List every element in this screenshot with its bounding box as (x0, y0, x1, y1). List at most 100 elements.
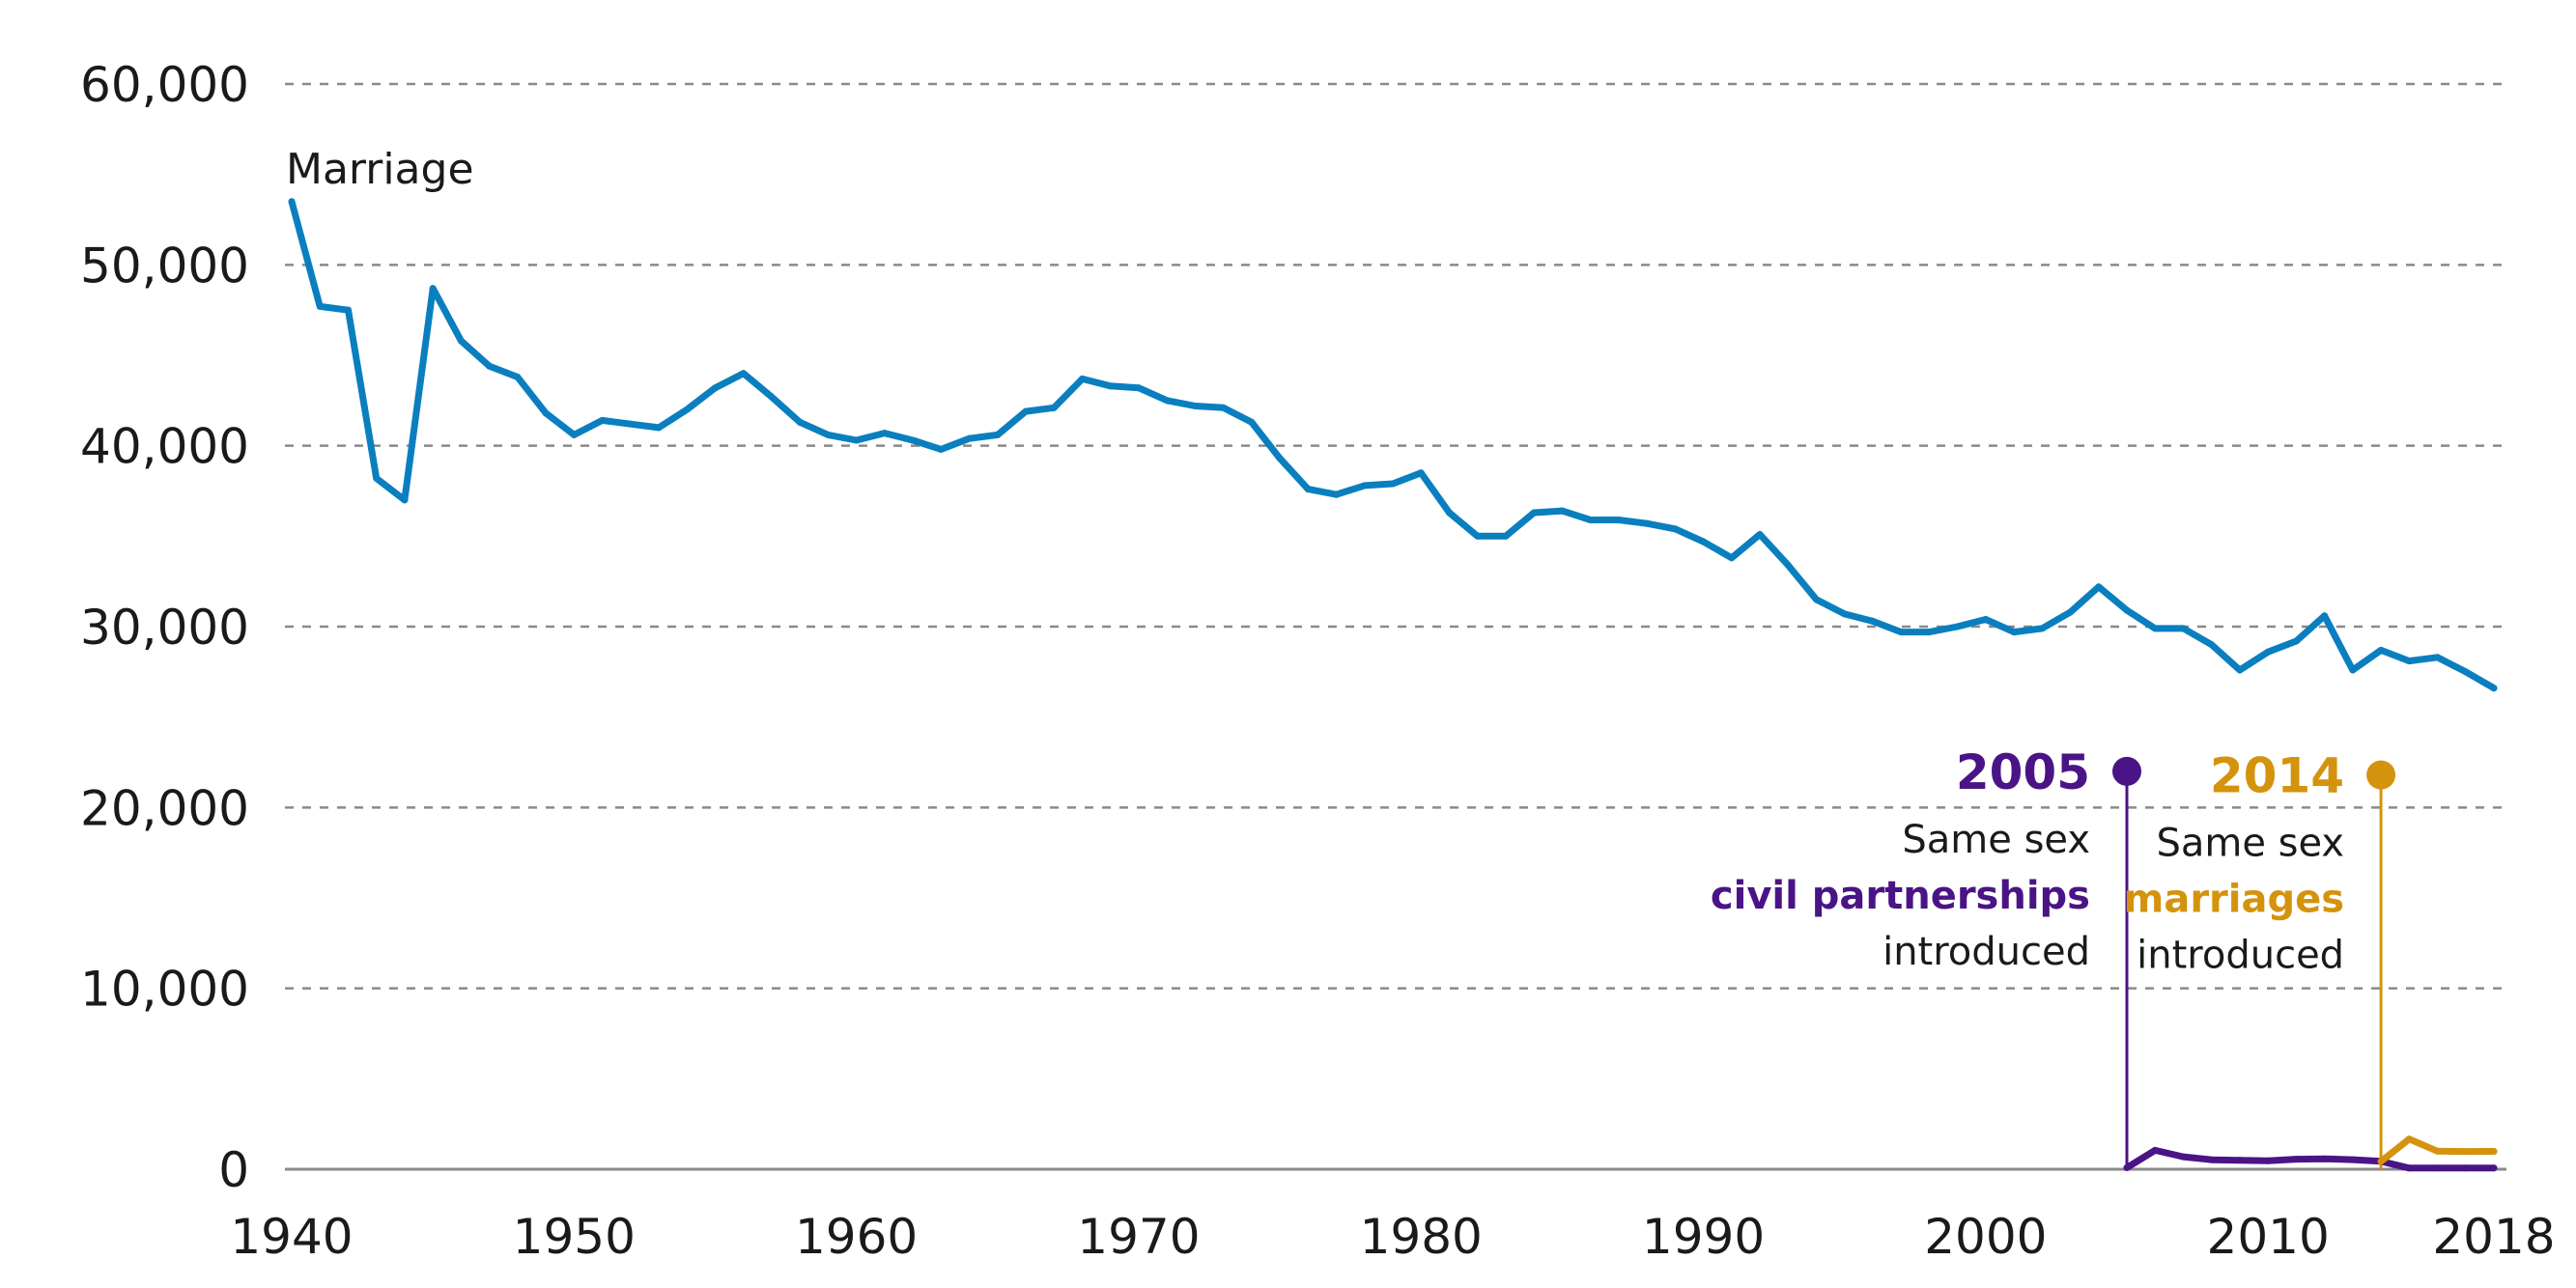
series-marriage-point (1417, 469, 1425, 477)
series-marriage-point (1700, 538, 1708, 546)
series-lines (288, 198, 2498, 1172)
series-marriage-point (1502, 532, 1510, 540)
series-marriage-point (2434, 654, 2442, 661)
series-same-sex-marriages-point (2490, 1148, 2498, 1156)
annotations: 2005 Same sex civil partnerships introduced… (1711, 744, 2396, 1169)
y-tick-label: 40,000 (80, 419, 249, 475)
series-marriage-point (627, 420, 635, 428)
series-marriage-point (768, 393, 776, 401)
y-tick-label: 30,000 (80, 600, 249, 656)
series-marriage-point (1163, 397, 1171, 405)
series-marriage-point (853, 436, 861, 444)
series-marriage-point (2123, 606, 2131, 614)
y-tick-labels: 0 10,000 20,000 30,000 40,000 50,000 60,000 (80, 57, 249, 1198)
series-marriage-point (740, 370, 748, 378)
series-marriage-point (373, 474, 381, 482)
series-civil-partnerships-point (2434, 1164, 2442, 1172)
annotation-line3: introduced (2137, 934, 2344, 978)
series-civil-partnerships-point (2321, 1155, 2329, 1162)
x-tick-label: 1940 (230, 1209, 353, 1265)
series-marriage-point (1643, 519, 1651, 527)
series-same-sex-marriages-point (2405, 1135, 2413, 1143)
series-civil-partnerships-point (2236, 1157, 2244, 1164)
series-marriage-point (570, 431, 578, 438)
series-marriage-point (1841, 610, 1849, 618)
annotation-year: 2014 (2210, 748, 2344, 804)
series-civil-partnerships-point (2292, 1156, 2300, 1163)
series-marriage-point (1474, 532, 1482, 540)
series-marriage-point (937, 445, 945, 453)
series-marriage-point (2462, 668, 2470, 676)
series-marriage-point (1671, 525, 1679, 533)
series-marriage-point (2405, 658, 2413, 665)
series-same-sex-marriages-point (2462, 1148, 2470, 1156)
series-civil-partnerships-point (2208, 1156, 2216, 1163)
grid-lines (285, 82, 2506, 1171)
series-marriage-point (542, 409, 550, 417)
series-civil-partnerships-line (2123, 1146, 2498, 1172)
series-civil-partnerships-point (2179, 1153, 2187, 1161)
series-marriage-point (2067, 608, 2075, 616)
series-marriage-point (1615, 516, 1623, 523)
series-marriage-point (1784, 561, 1792, 569)
series-marriage-point (966, 434, 974, 442)
series-marriage-point (824, 431, 832, 438)
series-same-sex-marriages-point (2377, 1158, 2385, 1165)
series-marriage-point (1982, 616, 1990, 624)
series-marriage-point (2038, 625, 2046, 632)
series-marriage-point (2377, 646, 2385, 654)
series-marriage-point (1558, 507, 1566, 515)
series-marriage-point (1812, 596, 1820, 603)
series-marriage-point (2208, 641, 2216, 649)
series-marriage-point (429, 285, 437, 293)
y-tick-label: 0 (218, 1142, 249, 1198)
series-marriage-point (457, 337, 465, 345)
series-civil-partnerships-point (2123, 1163, 2131, 1171)
series-marriage-point (683, 406, 691, 413)
series-marriage-point (1530, 509, 1538, 517)
x-tick-label: 1990 (1642, 1209, 1765, 1265)
series-marriage-point (288, 198, 296, 206)
series-marriage-point (1220, 404, 1228, 411)
series-marriage-point (344, 306, 352, 314)
series-marriage-point (1050, 404, 1058, 411)
series-marriage-point (2236, 666, 2244, 674)
series-marriage-point (909, 436, 917, 444)
series-marriage-point (2095, 583, 2103, 591)
series-marriage-point (1078, 375, 1086, 382)
series-marriage-point (1135, 384, 1143, 392)
annotation-line3: introduced (1882, 930, 2090, 974)
series-same-sex-marriages-point (2434, 1147, 2442, 1155)
series-marriage-point (1361, 482, 1369, 490)
series-marriage-point (1333, 490, 1341, 498)
series-marriage-point (1389, 480, 1397, 488)
series-marriage-point (2179, 625, 2187, 632)
annotation-marker-dot (2366, 760, 2396, 790)
series-marriage-point (1756, 530, 1764, 538)
series-marriage-point (2490, 685, 2498, 692)
series-marriage-point (994, 431, 1002, 438)
series-marriage-point (1954, 623, 1962, 630)
y-tick-label: 20,000 (80, 780, 249, 836)
series-marriage-point (1276, 455, 1284, 462)
annotation-year: 2005 (1956, 744, 2090, 800)
series-marriage-point (881, 430, 889, 437)
x-tick-labels: 1940 1950 1960 1970 1980 1990 2000 2010 2018 (230, 1209, 2555, 1265)
series-marriage-point (2010, 629, 2018, 636)
series-marriage-point (1107, 382, 1115, 390)
series-marriage-point (1925, 629, 1933, 636)
series-civil-partnerships-point (2349, 1156, 2357, 1163)
series-marriage-point (514, 373, 522, 380)
x-tick-label: 2010 (2207, 1209, 2330, 1265)
annotation-highlight: marriages (2124, 878, 2344, 922)
series-label-marriage: Marriage (286, 145, 474, 194)
series-marriage-point (796, 418, 804, 426)
series-marriage-point (2151, 625, 2159, 632)
series-marriage-point (1587, 516, 1595, 523)
series-marriage-point (599, 416, 607, 424)
series-civil-partnerships-point (2462, 1164, 2470, 1172)
series-marriage-point (1248, 418, 1256, 426)
x-tick-label: 2000 (1924, 1209, 2047, 1265)
series-marriage-point (1022, 407, 1030, 415)
series-marriage-point (1445, 509, 1453, 517)
